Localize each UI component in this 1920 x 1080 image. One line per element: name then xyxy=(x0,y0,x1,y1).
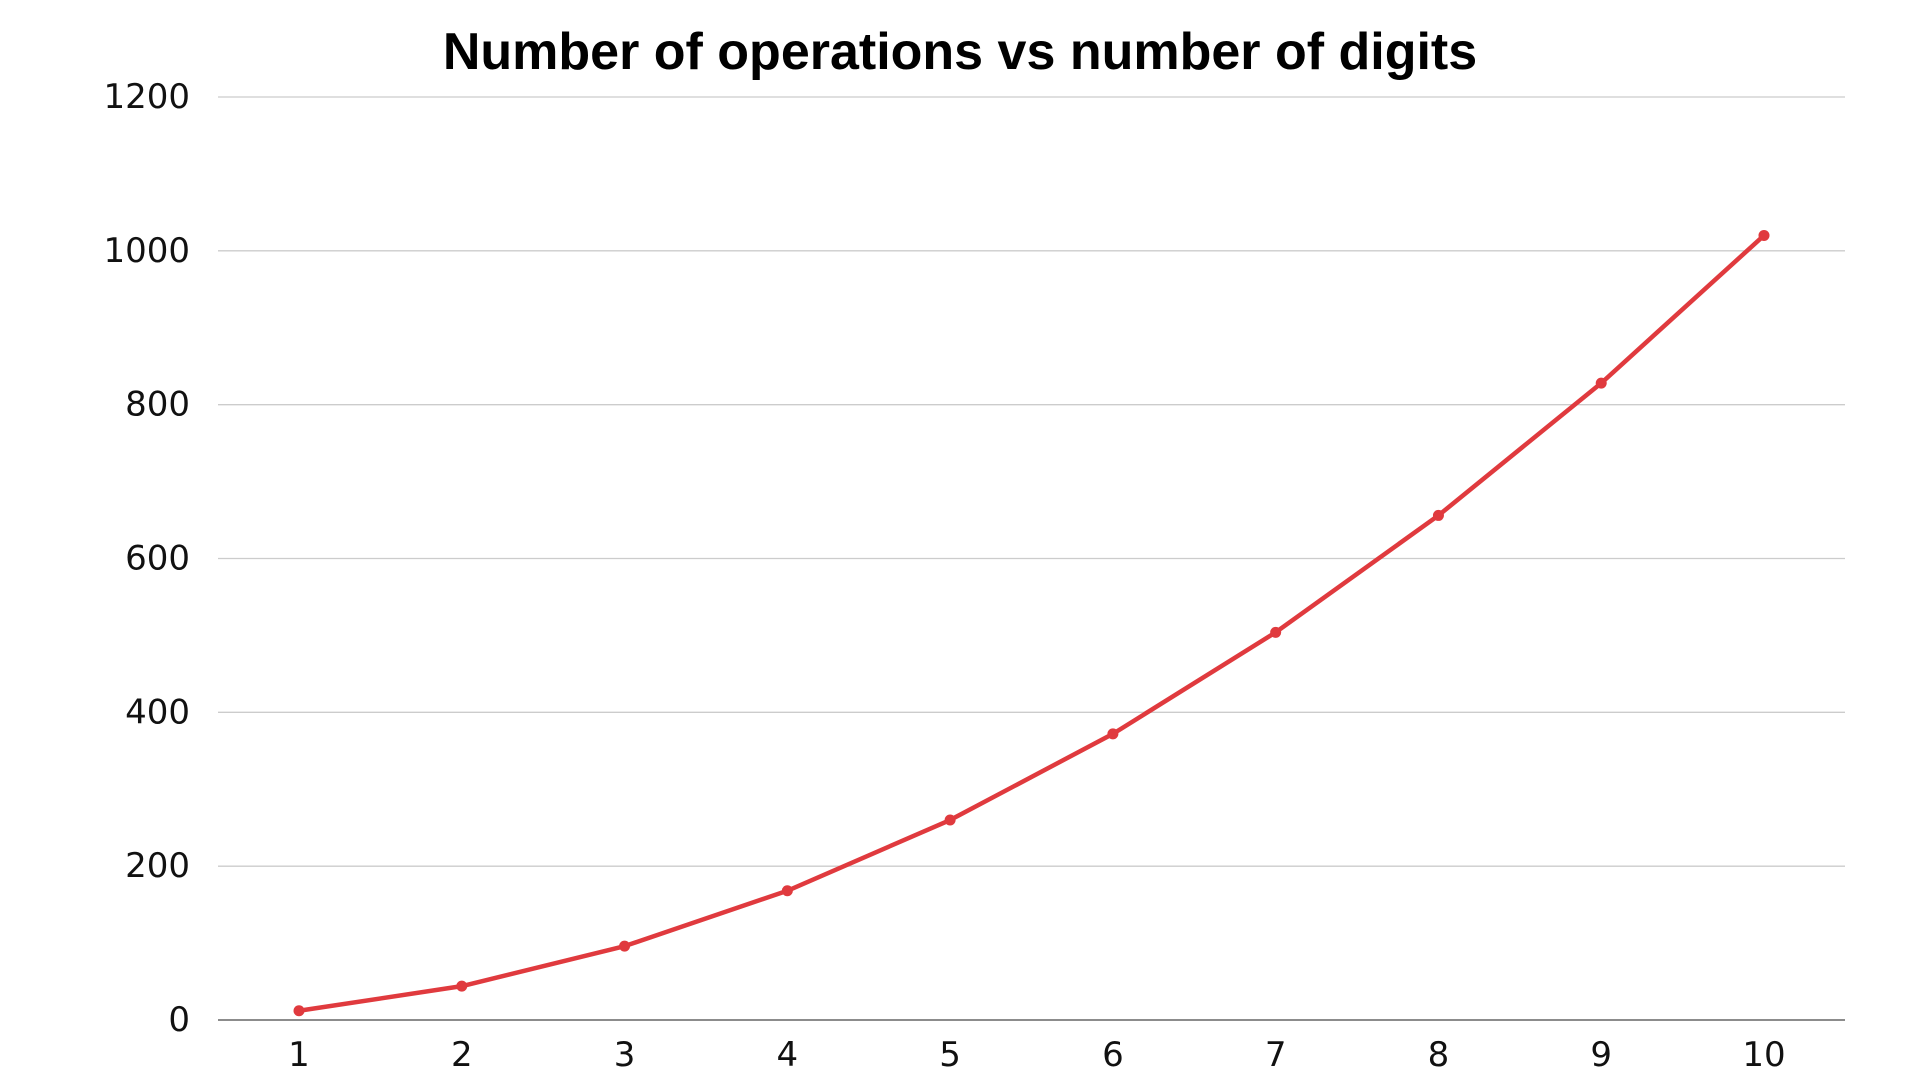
x-tick-label: 7 xyxy=(1265,1035,1287,1075)
data-point xyxy=(456,980,468,992)
y-tick-label: 600 xyxy=(125,539,190,579)
data-series xyxy=(293,229,1770,1017)
x-tick-label: 10 xyxy=(1742,1035,1785,1075)
x-tick-label: 6 xyxy=(1102,1035,1124,1075)
y-axis-tick-labels: 0 200 400 600 800 1000 1200 xyxy=(103,77,190,1040)
x-tick-label: 4 xyxy=(777,1035,799,1075)
y-tick-label: 1200 xyxy=(103,77,190,117)
data-point xyxy=(1107,728,1119,740)
x-tick-label: 1 xyxy=(288,1035,310,1075)
x-tick-label: 8 xyxy=(1428,1035,1450,1075)
data-point xyxy=(1595,377,1607,389)
x-axis-tick-labels: 1 2 3 4 5 6 7 8 9 10 xyxy=(288,1035,1785,1075)
data-point xyxy=(1432,509,1444,521)
x-tick-label: 2 xyxy=(451,1035,473,1075)
data-point xyxy=(1758,229,1770,241)
data-point xyxy=(944,814,956,826)
y-tick-label: 0 xyxy=(168,1000,190,1040)
y-tick-label: 800 xyxy=(125,385,190,425)
y-tick-label: 1000 xyxy=(103,231,190,271)
chart-title: Number of operations vs number of digits xyxy=(442,23,1478,81)
data-point xyxy=(619,940,631,952)
series-line xyxy=(296,233,1767,1014)
x-tick-label: 3 xyxy=(614,1035,636,1075)
data-point xyxy=(1270,626,1282,638)
x-tick-label: 9 xyxy=(1590,1035,1612,1075)
data-point xyxy=(293,1005,305,1017)
y-tick-label: 400 xyxy=(125,692,190,732)
data-point xyxy=(781,885,793,897)
x-tick-label: 5 xyxy=(939,1035,961,1075)
y-tick-label: 200 xyxy=(125,846,190,886)
grid-lines xyxy=(218,96,1845,867)
